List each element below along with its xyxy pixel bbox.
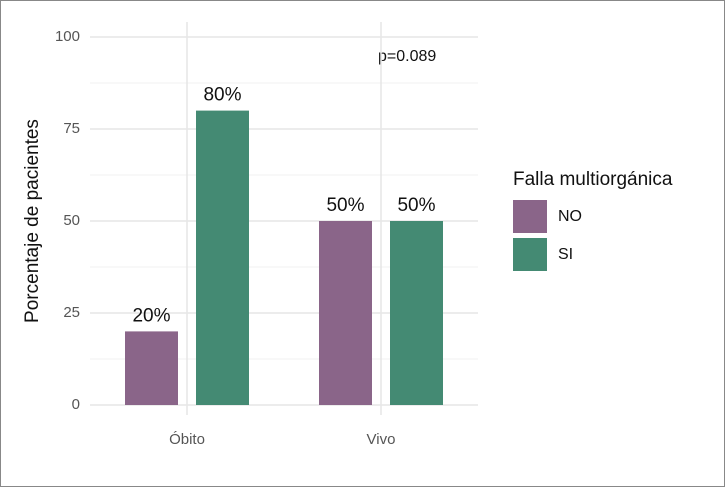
legend-key xyxy=(513,238,547,271)
bar xyxy=(125,331,178,405)
bar xyxy=(390,221,443,405)
legend-label: NO xyxy=(558,208,582,225)
value-label: 50% xyxy=(397,195,435,216)
legend-label: SI xyxy=(558,246,573,263)
y-tick-label: 50 xyxy=(63,212,80,229)
x-tick-label: Óbito xyxy=(169,431,205,448)
bar xyxy=(319,221,372,405)
legend-key xyxy=(513,200,547,233)
y-tick-label: 100 xyxy=(55,28,80,45)
annotation: p=0.089 xyxy=(378,48,436,65)
value-label: 50% xyxy=(326,195,364,216)
y-tick-label: 25 xyxy=(63,304,80,321)
y-tick-label: 75 xyxy=(63,120,80,137)
y-axis-label: Porcentaje de pacientes xyxy=(22,119,43,323)
x-tick-label: Vivo xyxy=(367,431,396,448)
value-label: 20% xyxy=(132,305,170,326)
bar xyxy=(196,110,249,405)
y-tick-label: 0 xyxy=(72,396,80,413)
legend-title: Falla multiorgánica xyxy=(513,169,673,190)
value-label: 80% xyxy=(203,85,241,106)
